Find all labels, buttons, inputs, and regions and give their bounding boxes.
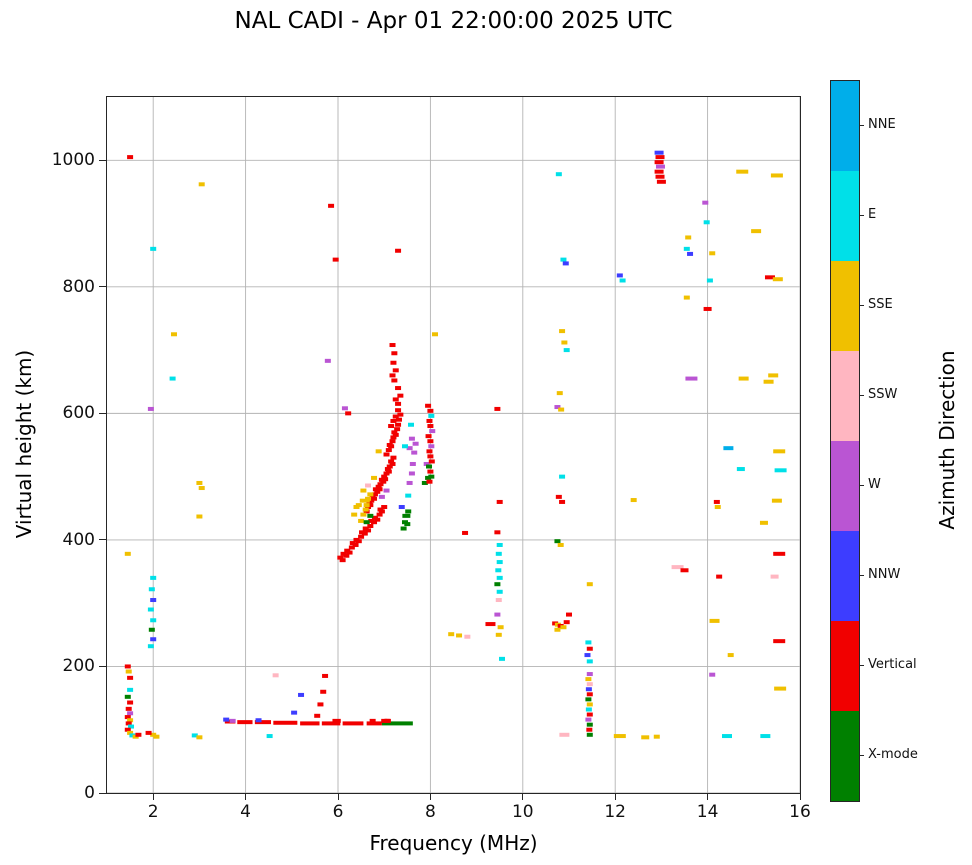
colorbar-segment-w <box>831 441 859 531</box>
plot-canvas <box>107 97 800 793</box>
y-tick-label: 0 <box>84 783 95 803</box>
colorbar-segment-vertical <box>831 621 859 711</box>
colorbar <box>830 80 860 802</box>
x-tick-mark <box>614 794 616 800</box>
x-tick-label: 16 <box>789 802 811 822</box>
y-tick-mark <box>99 665 106 667</box>
x-tick-label: 10 <box>511 802 534 822</box>
x-tick-mark <box>429 794 431 800</box>
x-axis-label: Frequency (MHz) <box>369 831 538 855</box>
y-tick-label: 800 <box>62 276 95 297</box>
colorbar-tick <box>860 304 864 306</box>
x-tick-label: 4 <box>240 802 251 822</box>
colorbar-tick <box>860 214 864 216</box>
x-tick-label: 14 <box>696 802 719 822</box>
colorbar-label-nnw: NNW <box>868 567 901 582</box>
colorbar-title: Azimuth Direction <box>935 350 959 530</box>
x-tick-label: 6 <box>332 802 344 822</box>
x-tick-mark <box>152 794 154 800</box>
colorbar-segment-x-mode <box>831 711 859 801</box>
x-tick-mark <box>522 794 524 800</box>
y-tick-label: 200 <box>62 656 95 677</box>
x-tick-mark <box>707 794 709 800</box>
chart-title: NAL CADI - Apr 01 22:00:00 2025 UTC <box>234 8 673 34</box>
x-tick-label: 12 <box>604 802 626 822</box>
colorbar-segment-nnw <box>831 531 859 621</box>
y-tick-mark <box>99 539 106 541</box>
colorbar-label-x-mode: X-mode <box>868 747 918 762</box>
x-tick-label: 8 <box>424 802 436 822</box>
colorbar-label-w: W <box>868 477 881 492</box>
colorbar-tick <box>860 754 864 756</box>
y-tick-label: 400 <box>62 529 95 550</box>
colorbar-tick <box>860 664 864 666</box>
y-tick-mark <box>99 792 106 794</box>
x-tick-mark <box>337 794 339 800</box>
colorbar-label-sse: SSE <box>868 297 893 312</box>
plot-area <box>106 96 801 794</box>
x-tick-label: 2 <box>147 802 159 822</box>
colorbar-tick <box>860 574 864 576</box>
x-tick-mark <box>245 794 247 800</box>
colorbar-tick <box>860 124 864 126</box>
x-tick-mark <box>799 794 801 800</box>
colorbar-label-vertical: Vertical <box>868 657 917 672</box>
colorbar-segment-e <box>831 171 859 261</box>
y-tick-label: 600 <box>62 403 95 424</box>
colorbar-segment-ssw <box>831 351 859 441</box>
y-tick-label: 1000 <box>51 150 95 171</box>
colorbar-segment-sse <box>831 261 859 351</box>
y-tick-mark <box>99 412 106 414</box>
y-tick-mark <box>99 159 106 161</box>
colorbar-segment-nne <box>831 81 859 171</box>
y-axis-label: Virtual height (km) <box>12 349 36 539</box>
colorbar-tick <box>860 394 864 396</box>
colorbar-label-nne: NNE <box>868 117 896 132</box>
colorbar-tick <box>860 484 864 486</box>
y-tick-mark <box>99 286 106 288</box>
colorbar-label-e: E <box>868 207 877 222</box>
colorbar-label-ssw: SSW <box>868 387 898 402</box>
